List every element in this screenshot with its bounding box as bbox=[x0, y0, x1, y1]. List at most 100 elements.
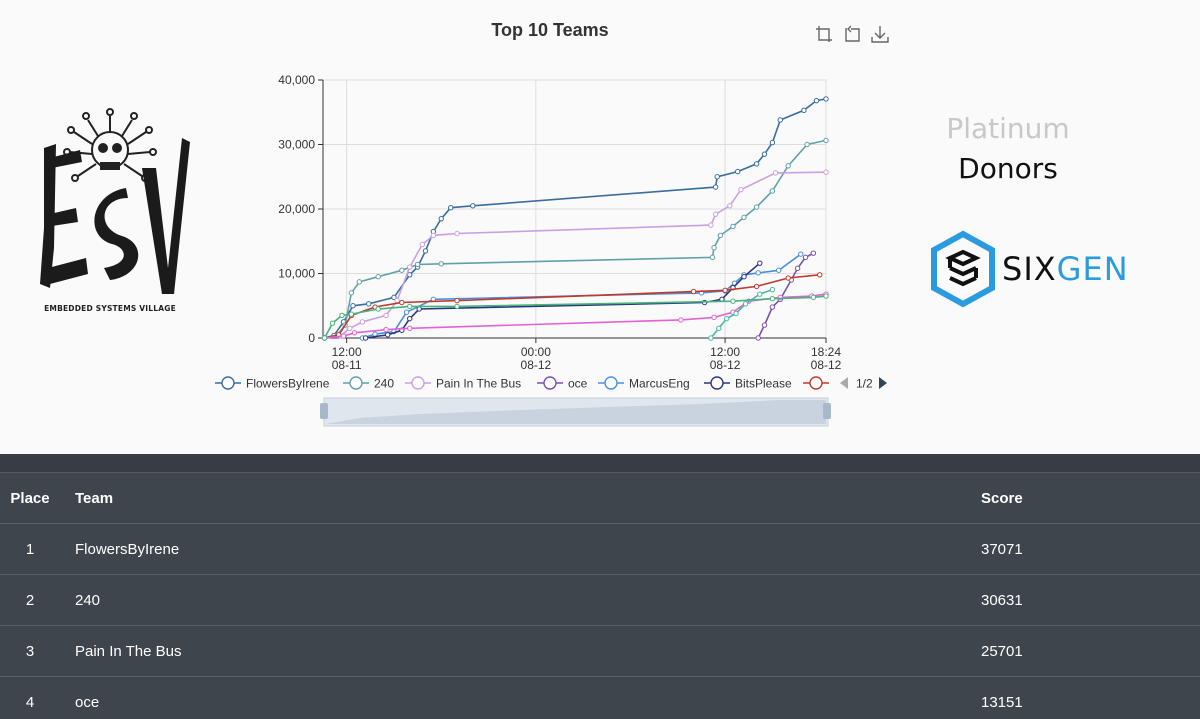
data-point bbox=[708, 335, 714, 341]
data-point bbox=[741, 214, 747, 221]
data-point bbox=[454, 297, 460, 304]
data-point bbox=[383, 312, 389, 319]
series-line-10 bbox=[710, 288, 773, 339]
page-next-icon[interactable] bbox=[879, 377, 887, 389]
data-point bbox=[769, 295, 776, 302]
table-row: 1 FlowersByIrene 37071 bbox=[0, 523, 1200, 574]
data-point bbox=[823, 293, 829, 299]
data-point bbox=[753, 204, 760, 210]
data-point bbox=[761, 322, 768, 328]
data-point bbox=[753, 161, 760, 167]
series-line-6 bbox=[365, 262, 761, 339]
data-zoom-handle-right[interactable] bbox=[823, 403, 831, 419]
table-row: 2 240 30631 bbox=[0, 574, 1200, 625]
sponsor-name: SIXGEN bbox=[1002, 250, 1129, 288]
sponsor-suffix: GEN bbox=[1056, 250, 1129, 288]
leaderboard-top-band bbox=[0, 454, 1200, 472]
data-point bbox=[366, 301, 372, 307]
table-row: 4 oce 13151 bbox=[0, 676, 1200, 719]
data-point bbox=[798, 251, 804, 257]
row-place: 1 bbox=[25, 541, 35, 558]
data-point bbox=[422, 248, 429, 254]
header-team: Team bbox=[75, 490, 114, 507]
data-point bbox=[734, 168, 741, 175]
data-point bbox=[757, 291, 763, 297]
x-tick-label: 08-11 bbox=[332, 358, 362, 372]
x-tick-label: 08-12 bbox=[521, 358, 552, 372]
esv-logo: EMBEDDED SYSTEMS VILLAGE bbox=[30, 98, 190, 318]
data-point bbox=[454, 303, 460, 310]
data-point bbox=[383, 326, 389, 333]
legend-marker bbox=[543, 376, 557, 390]
y-tick-label: 30,000 bbox=[278, 138, 315, 152]
row-score: 37071 bbox=[981, 541, 1023, 558]
header-score: Score bbox=[981, 490, 1023, 507]
download-icon[interactable] bbox=[870, 24, 890, 44]
data-point bbox=[717, 232, 724, 239]
data-point bbox=[810, 250, 817, 256]
zoom-icon[interactable] bbox=[814, 24, 834, 44]
data-point bbox=[804, 141, 810, 148]
data-point bbox=[350, 303, 356, 309]
x-tick-label: 12:00 bbox=[710, 345, 740, 359]
data-point bbox=[727, 203, 733, 209]
data-point bbox=[359, 319, 366, 325]
data-point bbox=[375, 306, 381, 312]
page-prev-icon[interactable] bbox=[840, 377, 848, 389]
data-point bbox=[755, 335, 761, 341]
legend-label: BitsPlease bbox=[735, 377, 792, 391]
data-point bbox=[375, 274, 381, 280]
data-zoom-handle-left[interactable] bbox=[320, 403, 328, 419]
data-point bbox=[407, 325, 413, 332]
reset-zoom-icon[interactable] bbox=[842, 24, 862, 44]
header-place: Place bbox=[10, 490, 50, 507]
data-point bbox=[753, 283, 760, 290]
data-point bbox=[711, 314, 717, 321]
row-team: Pain In The Bus bbox=[75, 643, 182, 660]
data-point bbox=[816, 272, 823, 278]
data-point bbox=[769, 139, 776, 146]
data-point bbox=[403, 309, 410, 315]
data-point bbox=[741, 274, 747, 280]
data-point bbox=[391, 294, 397, 301]
data-point bbox=[714, 174, 720, 180]
legend-marker bbox=[809, 376, 823, 390]
sixgen-logo: SIXGEN bbox=[930, 230, 1160, 310]
line-chart: 010,00020,00030,00040,00012:0008-1100:00… bbox=[215, 73, 887, 427]
data-point bbox=[823, 169, 829, 175]
data-point bbox=[823, 96, 829, 102]
series-line-3 bbox=[324, 171, 827, 339]
data-point bbox=[723, 315, 730, 322]
data-point bbox=[772, 170, 779, 176]
data-point bbox=[407, 264, 413, 270]
data-point bbox=[399, 299, 405, 306]
chart-title: Top 10 Teams bbox=[491, 20, 609, 40]
data-point bbox=[775, 267, 782, 273]
data-point bbox=[711, 245, 717, 251]
data-point bbox=[407, 315, 413, 322]
data-point bbox=[813, 97, 820, 104]
row-team: FlowersByIrene bbox=[75, 541, 180, 558]
x-tick-label: 08-12 bbox=[710, 358, 741, 372]
data-point bbox=[712, 211, 719, 217]
data-point bbox=[785, 163, 791, 169]
legend-label: oce bbox=[568, 377, 588, 391]
data-point bbox=[810, 294, 817, 301]
data-point bbox=[777, 117, 783, 123]
legend-marker bbox=[604, 376, 618, 390]
x-tick-label: 12:00 bbox=[332, 345, 362, 359]
y-tick-label: 40,000 bbox=[278, 73, 315, 87]
data-point bbox=[394, 297, 400, 304]
leaderboard: Place Team Score 1 FlowersByIrene 37071 … bbox=[0, 454, 1200, 719]
data-point bbox=[419, 241, 426, 248]
data-point bbox=[329, 320, 336, 326]
data-point bbox=[321, 335, 328, 341]
row-score: 13151 bbox=[981, 694, 1023, 711]
data-point bbox=[690, 288, 697, 295]
data-point bbox=[730, 298, 736, 304]
data-point bbox=[709, 254, 716, 261]
leaderboard-header: Place Team Score bbox=[0, 472, 1200, 523]
data-point bbox=[356, 279, 362, 285]
data-point bbox=[730, 223, 736, 230]
data-point bbox=[755, 270, 761, 276]
